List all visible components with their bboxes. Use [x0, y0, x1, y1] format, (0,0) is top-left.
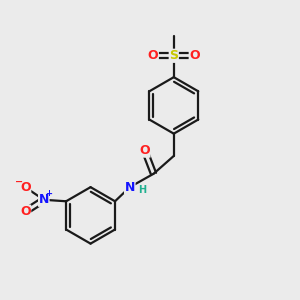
Text: +: +	[45, 189, 52, 198]
Text: N: N	[124, 181, 135, 194]
Text: −: −	[15, 176, 23, 186]
Text: H: H	[138, 185, 146, 195]
Text: O: O	[20, 205, 31, 218]
Text: N: N	[39, 193, 49, 206]
Text: S: S	[169, 49, 178, 62]
Text: O: O	[148, 49, 158, 62]
Text: O: O	[189, 49, 200, 62]
Text: O: O	[20, 181, 31, 194]
Text: O: O	[139, 144, 150, 157]
